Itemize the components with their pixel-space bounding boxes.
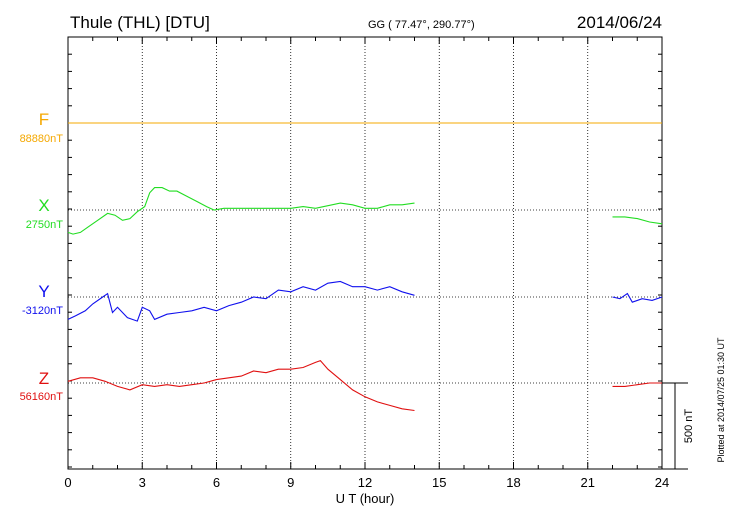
x-tick-label: 3 [139,475,146,490]
trace-x-segment-0 [67,187,415,235]
scale-bar-label: 500 nT [683,409,695,444]
x-axis-label: U T (hour) [336,491,395,506]
trace-y-segment-1 [612,292,663,303]
x-tick-label: 15 [432,475,446,490]
coordinates-label: GG ( 77.47°, 290.77°) [368,19,475,31]
x-tick-label: 24 [655,475,669,490]
baseline-label-f: 88880nT [20,133,64,145]
x-tick-label: 21 [581,475,595,490]
baseline-label-x: 2750nT [26,219,64,231]
baseline-label-y: -3120nT [22,305,63,317]
x-tick-label: 18 [506,475,520,490]
series-name-z: Z [39,369,49,388]
x-tick-label: 0 [64,475,71,490]
x-tick-labels: 0 3 6 9 12 15 18 21 24 [64,475,669,490]
series-name-f: F [39,110,49,129]
x-tick-label: 6 [213,475,220,490]
station-title: Thule (THL) [DTU] [70,13,210,32]
trace-z-segment-1 [612,382,662,387]
x-tick-label: 9 [287,475,294,490]
vertical-gridlines [141,37,589,469]
series-name-y: Y [38,282,49,301]
trace-x-segment-1 [612,216,663,225]
x-tick-label: 12 [358,475,372,490]
axis-ticks [67,36,663,469]
baseline-label-z: 56160nT [20,391,64,403]
plotted-note: Plotted at 2014/07/25 01:30 UT [716,337,726,463]
traces [67,122,663,412]
scale-bar: 500 nT [662,382,695,470]
series-name-x: X [38,196,49,215]
trace-y-segment-0 [67,280,415,322]
trace-z-segment-0 [67,359,415,412]
date-label: 2014/06/24 [577,13,662,32]
